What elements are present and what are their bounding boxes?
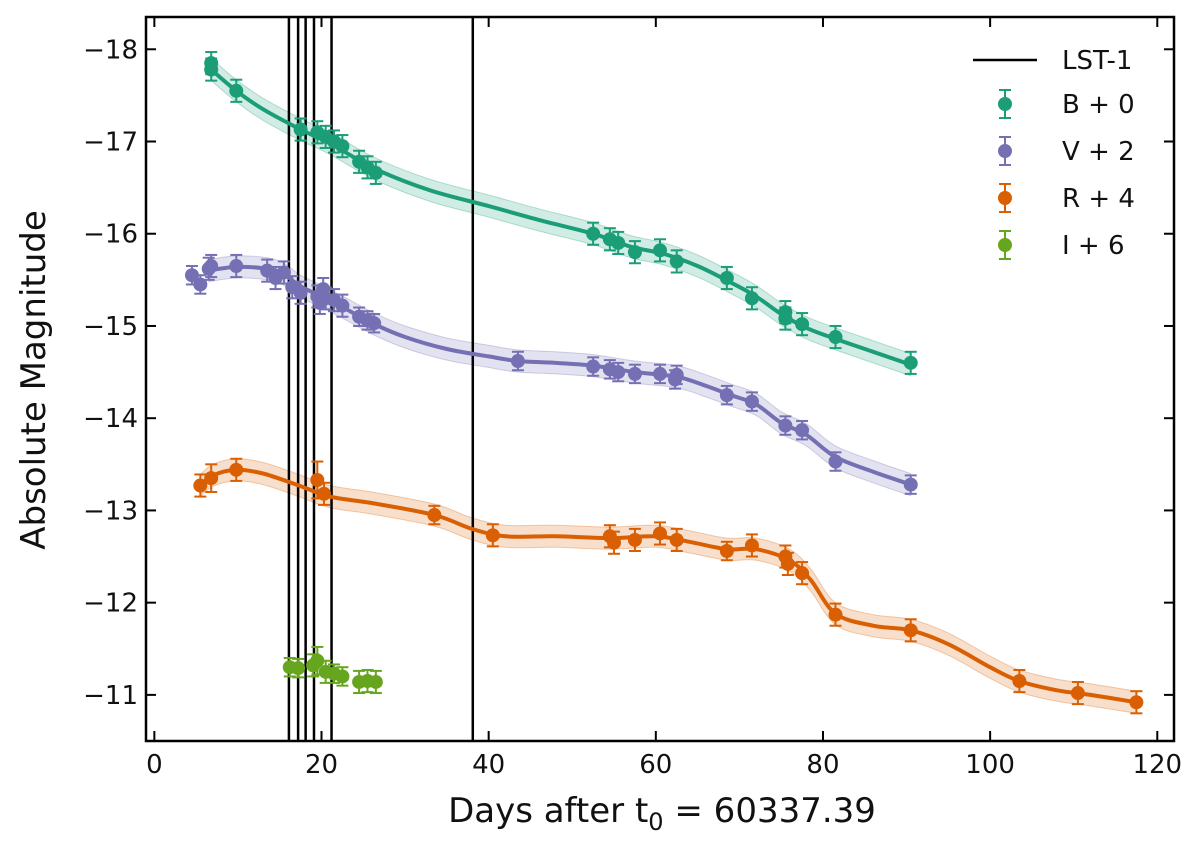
legend-label-b: B + 0 [1062, 90, 1135, 120]
y-tick-label: −14 [83, 404, 138, 434]
point-v-23 [611, 361, 626, 383]
y-tick-label: −18 [83, 35, 138, 65]
point-r-5 [317, 481, 332, 506]
point-i-10 [368, 669, 383, 695]
y-axis-label: Absolute Magnitude [14, 210, 54, 550]
point-b-11 [368, 160, 383, 185]
x-tick-label: 20 [305, 750, 338, 780]
x-tick-label: 80 [806, 750, 839, 780]
point-r-11 [653, 521, 667, 546]
point-v-20 [510, 350, 525, 372]
legend-marker-v [998, 136, 1012, 166]
plot-frame [144, 15, 1176, 743]
point-r-9 [607, 530, 622, 555]
point-v-21 [586, 356, 601, 377]
lst-1-observation-lines [287, 17, 475, 741]
point-r-14 [744, 533, 759, 558]
point-b-21 [778, 306, 793, 331]
point-b-15 [627, 240, 642, 265]
legend-marker-b [998, 89, 1012, 119]
point-v-10 [293, 280, 308, 305]
y-tick-label: −16 [83, 220, 138, 250]
point-b-3 [229, 78, 244, 103]
point-r-17 [795, 561, 810, 586]
fit-curve-r [198, 467, 1137, 705]
point-r-1 [193, 473, 208, 498]
point-b-8 [335, 134, 350, 159]
point-r-18 [828, 602, 843, 627]
point-v-29 [744, 391, 759, 412]
point-r-3 [229, 457, 244, 482]
point-b-14 [611, 230, 626, 256]
point-v-33 [903, 474, 918, 495]
x-tick-label: 120 [1132, 750, 1182, 780]
point-v-27 [669, 364, 684, 386]
point-b-19 [744, 286, 759, 311]
x-tick-label: 60 [639, 750, 672, 780]
point-v-30 [778, 415, 793, 436]
y-tick-label: −11 [83, 681, 138, 711]
y-tick-label: −12 [83, 589, 138, 619]
point-b-22 [795, 312, 810, 337]
point-v-32 [828, 451, 843, 472]
legend-label-i: I + 6 [1062, 231, 1125, 261]
point-v-1 [184, 265, 199, 286]
point-v-31 [795, 419, 810, 441]
point-r-12 [669, 527, 684, 553]
legend-marker-i [998, 230, 1012, 260]
point-r-6 [427, 504, 442, 526]
data-points [184, 51, 1144, 715]
legend-label-r: R + 4 [1062, 184, 1135, 214]
point-v-28 [719, 384, 734, 406]
point-i-2 [291, 657, 306, 679]
point-r-19 [903, 618, 918, 643]
point-b-12 [586, 221, 601, 246]
point-r-16 [780, 551, 795, 576]
point-b-17 [669, 249, 684, 274]
point-b-4 [293, 117, 308, 142]
point-v-25 [653, 363, 667, 385]
point-r-22 [1129, 690, 1144, 715]
legend-marker-r [998, 183, 1012, 213]
legend-label-v: V + 2 [1062, 137, 1135, 167]
legend: LST-1 B + 0 V + 2 R + 4 I + 6 [973, 46, 1135, 261]
x-tick-label: 100 [965, 750, 1015, 780]
band-b [210, 57, 912, 377]
point-b-23 [828, 324, 843, 350]
x-axis-label: Days after t0 = 60337.39 [448, 791, 876, 836]
legend-label-lst-1: LST-1 [1062, 46, 1132, 76]
axes: 0 20 40 60 80 100 120 −18 −17 −16 −15 −14 −13 −12 −11 [83, 15, 1182, 780]
point-b-16 [653, 238, 667, 263]
point-v-5 [229, 253, 244, 279]
point-b-24 [903, 350, 918, 375]
x-tick-label: 0 [146, 750, 163, 780]
point-v-19 [367, 312, 382, 334]
x-tick-label: 40 [472, 750, 505, 780]
point-v-2 [193, 274, 208, 295]
point-r-21 [1070, 680, 1085, 706]
y-tick-label: −15 [83, 312, 138, 342]
point-v-4 [204, 253, 219, 279]
point-r-10 [627, 527, 642, 553]
point-v-16 [335, 293, 350, 318]
point-r-7 [485, 523, 500, 548]
point-v-24 [627, 363, 642, 385]
point-r-2 [204, 463, 219, 493]
point-i-7 [335, 666, 350, 687]
point-b-18 [719, 265, 734, 291]
point-b-2 [204, 57, 219, 82]
y-tick-label: −17 [83, 128, 138, 158]
point-r-20 [1012, 668, 1027, 694]
point-r-13 [719, 540, 734, 562]
y-tick-label: −13 [83, 496, 138, 526]
